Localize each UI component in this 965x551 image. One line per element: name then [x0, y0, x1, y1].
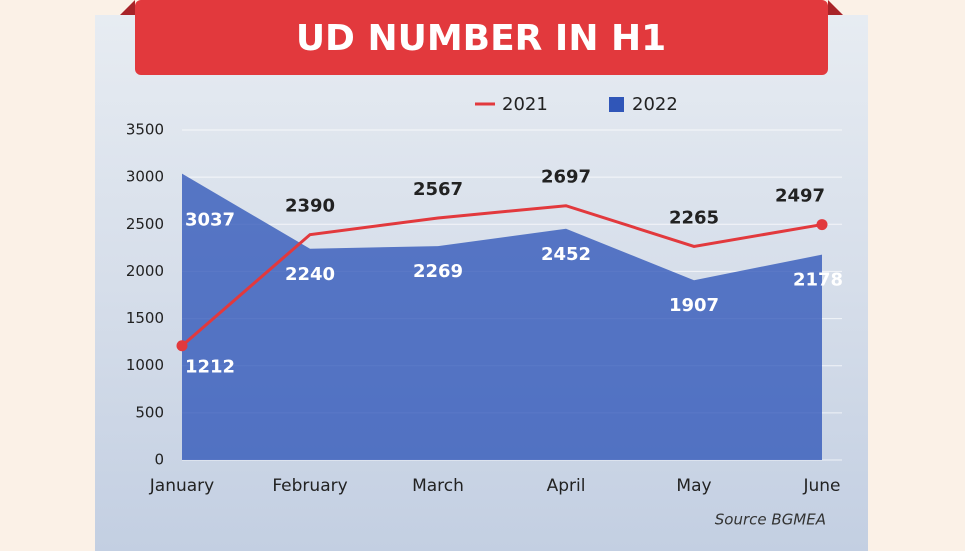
source: Source BGMEA [715, 511, 826, 529]
data-label: 3037 [185, 210, 235, 231]
chart-title: UD NUMBER IN H1 [296, 18, 666, 59]
legend-label: 2022 [632, 94, 678, 115]
data-label: 2240 [285, 264, 335, 285]
y-tick-label: 2000 [126, 262, 164, 280]
y-tick-label: 1500 [126, 309, 164, 327]
y-tick-label: 0 [154, 451, 164, 469]
title-banner [135, 0, 828, 75]
legend-swatch [609, 97, 624, 112]
data-label: 2452 [541, 244, 591, 265]
area [182, 173, 822, 460]
data-label: 2390 [285, 196, 335, 217]
end-marker [816, 219, 828, 231]
y-tick-label: 2500 [126, 215, 164, 233]
line [181, 204, 823, 347]
x-tick-label: April [547, 476, 586, 496]
x-tick-label: May [676, 476, 711, 496]
end-marker [176, 340, 188, 352]
data-label: 1212 [185, 357, 235, 378]
data-label: 2269 [413, 261, 463, 282]
x-tick-label: February [272, 476, 347, 496]
y-tick-label: 3500 [126, 121, 164, 139]
data-label: 2497 [775, 186, 825, 207]
data-label: 2567 [413, 179, 463, 200]
y-tick-label: 3000 [126, 168, 164, 186]
y-tick-label: 1000 [126, 356, 164, 374]
x-tick-label: March [412, 476, 464, 496]
data-label: 2178 [793, 270, 843, 291]
x-tick-label: June [802, 476, 840, 496]
data-label: 1907 [669, 295, 719, 316]
data-label: 2697 [541, 167, 591, 188]
x-tick-label: January [149, 476, 214, 496]
y-tick-label: 500 [135, 403, 164, 421]
data-label: 2265 [669, 207, 719, 228]
legend-label: 2021 [502, 94, 548, 115]
